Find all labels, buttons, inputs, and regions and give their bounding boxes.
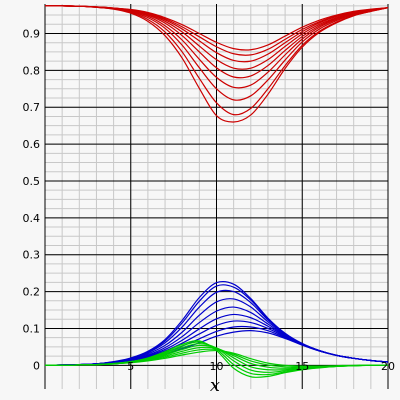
blue-series-line-17 — [44, 280, 389, 366]
x-tick-label: 15 — [295, 360, 309, 373]
y-tick-label: 0.7 — [23, 101, 41, 114]
red-series-line-8 — [44, 5, 389, 123]
major-gridlines — [44, 4, 389, 389]
x-tick-labels: 5 10 15 20 — [127, 360, 395, 373]
x-tick-label: 10 — [210, 360, 224, 373]
y-tick-label: 0.8 — [23, 64, 41, 77]
x-tick-label: 5 — [127, 360, 134, 373]
y-tick-label: 0 — [33, 359, 40, 372]
series-layer — [44, 5, 389, 378]
y-tick-label: 0.5 — [23, 175, 41, 188]
y-tick-label: 0.3 — [23, 249, 41, 262]
y-tick-label: 0.1 — [23, 322, 41, 335]
y-tick-labels: 0 0.1 0.2 0.3 0.4 0.5 0.6 0.7 0.8 0.9 — [23, 27, 41, 372]
green-series-line-24 — [44, 340, 389, 378]
y-tick-label: 0.4 — [23, 212, 41, 225]
y-tick-label: 0.2 — [23, 286, 41, 299]
x-tick-label: 20 — [381, 360, 395, 373]
x-axis-title: x — [210, 375, 220, 396]
y-tick-label: 0.6 — [23, 138, 41, 151]
y-tick-label: 0.9 — [23, 27, 41, 40]
